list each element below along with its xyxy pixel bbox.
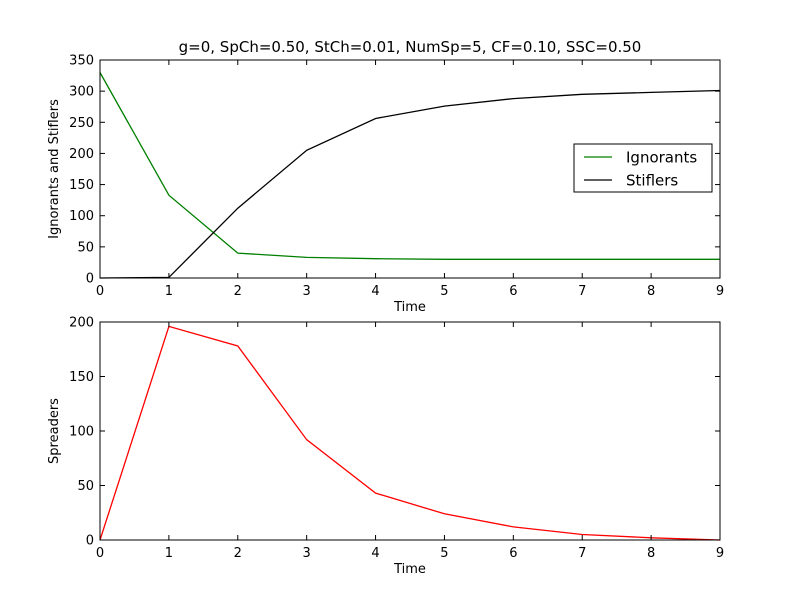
chart-title: g=0, SpCh=0.50, StCh=0.01, NumSp=5, CF=0… xyxy=(179,38,642,56)
top-y-axis-label: Ignorants and Stiflers xyxy=(47,99,62,239)
bottom-x-tick-label: 1 xyxy=(165,546,173,561)
top-x-tick-label: 9 xyxy=(716,284,724,299)
top-x-axis-label: Time xyxy=(393,300,426,315)
bottom-x-tick-label: 7 xyxy=(578,546,586,561)
bottom-x-tick-label: 3 xyxy=(303,546,311,561)
legend-box xyxy=(573,143,713,193)
top-y-tick-label: 150 xyxy=(69,178,94,193)
top-y-tick-label: 350 xyxy=(69,54,94,69)
legend: Ignorants Stiflers xyxy=(573,143,713,193)
spreaders-line xyxy=(99,325,721,541)
bottom-x-axis-label: Time xyxy=(393,562,426,577)
ignorants-line xyxy=(99,72,720,260)
bottom-x-tick-label: 6 xyxy=(509,546,517,561)
legend-label-ignorants: Ignorants xyxy=(626,149,697,167)
top-x-tick-label: 2 xyxy=(234,284,242,299)
bottom-x-tick-label: 5 xyxy=(440,546,448,561)
top-plot-frame xyxy=(99,59,721,279)
bottom-x-tick-label: 4 xyxy=(371,546,379,561)
bottom-x-tick-label: 2 xyxy=(234,546,242,561)
bottom-x-tick-label: 0 xyxy=(96,546,104,561)
top-plot: 0 1 2 3 4 5 6 7 8 9 0 50 100 150 200 250 300 350 Time Ign… xyxy=(47,54,724,316)
bottom-x-tick-label: 8 xyxy=(647,546,655,561)
top-y-tick-label: 250 xyxy=(69,116,94,131)
bottom-plot: 0 1 2 3 4 5 6 7 8 9 0 50 100 150 200 Time Spreaders xyxy=(47,316,724,578)
legend-label-stiflers: Stiflers xyxy=(626,172,678,190)
bottom-y-tick-label: 0 xyxy=(86,534,94,549)
top-x-tick-label: 6 xyxy=(509,284,517,299)
top-x-tick-label: 7 xyxy=(578,284,586,299)
top-y-tick-label: 100 xyxy=(69,209,94,224)
top-x-tick-label: 5 xyxy=(440,284,448,299)
top-x-tick-label: 3 xyxy=(303,284,311,299)
bottom-y-tick-label: 200 xyxy=(69,316,94,331)
bottom-y-tick-label: 100 xyxy=(69,425,94,440)
top-x-tick-label: 4 xyxy=(371,284,379,299)
stiflers-line xyxy=(99,89,721,279)
top-y-tick-label: 300 xyxy=(69,85,94,100)
bottom-y-tick-label: 150 xyxy=(69,370,94,385)
top-y-tick-label: 50 xyxy=(77,240,94,255)
bottom-plot-frame xyxy=(99,321,721,541)
top-x-tick-label: 8 xyxy=(647,284,655,299)
top-y-tick-label: 200 xyxy=(69,147,94,162)
top-x-tick-label: 0 xyxy=(96,284,104,299)
bottom-y-axis-label: Spreaders xyxy=(47,398,62,464)
top-y-tick-label: 0 xyxy=(86,272,94,287)
bottom-y-tick-label: 50 xyxy=(77,479,94,494)
bottom-x-tick-label: 9 xyxy=(716,546,724,561)
top-x-tick-label: 1 xyxy=(165,284,173,299)
